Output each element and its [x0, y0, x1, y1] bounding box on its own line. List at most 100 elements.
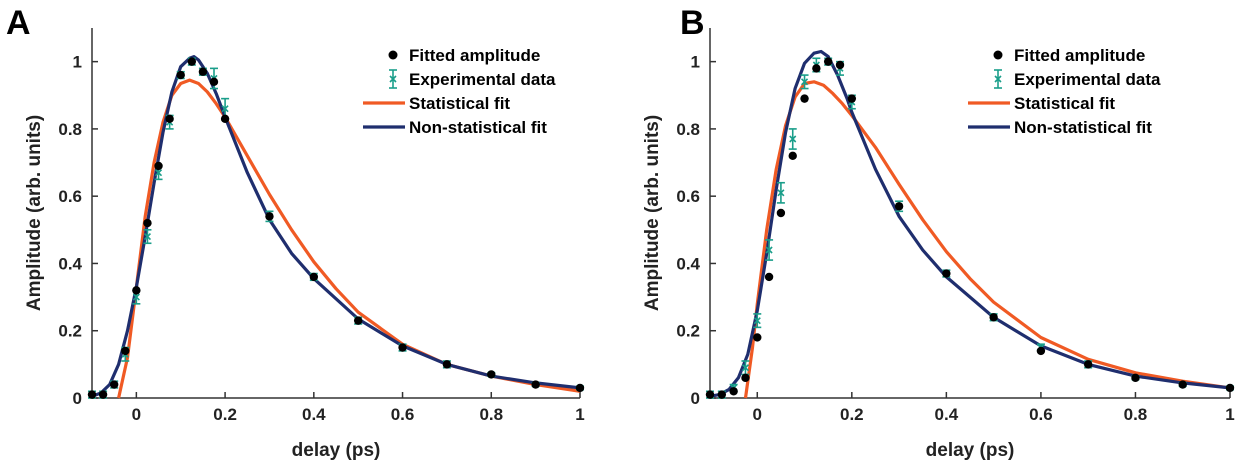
legend-label: Statistical fit — [1014, 94, 1115, 113]
fitted-amplitude-point — [143, 218, 152, 228]
x-tick-label: 0.6 — [1029, 405, 1053, 424]
experimental-data-point — [765, 239, 774, 261]
non-statistical-fit-line — [709, 49, 1231, 398]
fitted-amplitude-point — [1131, 373, 1140, 383]
legend-label: Experimental data — [409, 70, 556, 89]
legend-label: Non-statistical fit — [1014, 118, 1152, 137]
fitted-amplitude-point — [776, 208, 786, 218]
fitted-amplitude-point — [753, 333, 762, 342]
error-marker — [777, 189, 785, 197]
experimental-data-point — [776, 181, 785, 204]
fitted-amplitude-point — [705, 390, 715, 399]
error-marker — [143, 232, 152, 241]
error-marker — [132, 293, 140, 301]
y-tick-label: 1 — [691, 53, 700, 72]
x-tick-label: 0.8 — [1124, 405, 1148, 424]
fitted-amplitude-point — [198, 67, 208, 76]
fitted-amplitude-point — [220, 114, 230, 124]
y-axis-label: Amplitude (arb. units) — [24, 115, 45, 311]
fitted-amplitude-point — [87, 390, 97, 399]
y-tick-label: 0.6 — [676, 187, 700, 206]
fitted-amplitude-point — [187, 57, 197, 66]
x-tick-label: 0.6 — [391, 405, 415, 424]
panel-letter: A — [6, 4, 31, 42]
x-tick-label: 0 — [753, 405, 762, 424]
panel-letter: B — [680, 4, 705, 42]
non-statistical-fit-line — [91, 55, 581, 398]
chart-b: 0 0.2 0.4 0.6 0.8 1 0 0.2 0.4 0.6 0.8 1 delay (ps) Am… — [642, 28, 1235, 461]
legend-label: Experimental data — [1014, 70, 1161, 89]
fitted-amplitude-point — [265, 212, 274, 221]
fitted-amplitude-point — [788, 151, 797, 161]
legend-error-icon-marker — [994, 75, 1002, 83]
legend: Fitted amplitude Experimental data Statist… — [363, 46, 556, 137]
fitted-amplitude-point — [132, 286, 141, 295]
fitted-amplitude-point — [154, 161, 163, 171]
fitted-amplitude-point — [1178, 380, 1187, 389]
legend-label: Statistical fit — [409, 94, 510, 113]
x-tick-label: 0.2 — [840, 405, 864, 424]
fitted-amplitude-point — [109, 380, 119, 389]
y-tick-label: 0.6 — [58, 187, 82, 206]
legend: Fitted amplitude Experimental data Statist… — [968, 46, 1161, 137]
fitted-amplitude-point — [531, 380, 540, 389]
fitted-amplitude-point — [575, 383, 585, 393]
error-marker — [154, 169, 163, 177]
x-tick-label: 1 — [575, 405, 584, 424]
y-tick-label: 0.4 — [58, 254, 82, 273]
error-marker — [789, 135, 797, 143]
fitted-amplitude-point — [1036, 346, 1046, 356]
experimental-data-point — [753, 313, 762, 329]
error-marker — [800, 78, 809, 86]
fitted-amplitude-point — [98, 390, 108, 399]
experimental-data-point — [800, 74, 809, 90]
chart-a: 0 0.2 0.4 0.6 0.8 1 0 0.2 0.4 0.6 0.8 1 delay (ps) Am… — [24, 28, 585, 461]
fitted-amplitude-point — [741, 373, 750, 383]
legend-error-icon-marker — [389, 75, 397, 83]
panel-b: B 0 0.2 0.4 0.6 0.8 1 0 0.2 0.4 0.6 0.8 1 delay (ps)… — [618, 0, 1236, 464]
legend-fitted-amplitude-icon — [388, 50, 398, 60]
error-marker — [765, 246, 773, 254]
error-marker — [221, 105, 229, 113]
fitted-amplitude-point — [823, 57, 833, 66]
x-tick-label: 0.4 — [935, 405, 959, 424]
fitted-amplitude-point — [487, 370, 496, 379]
x-tick-label: 0 — [132, 405, 141, 424]
statistical-fit-line — [743, 80, 1231, 399]
y-tick-label: 0 — [73, 389, 82, 408]
x-axis-label: delay (ps) — [926, 440, 1015, 461]
fitted-amplitude-point — [717, 390, 727, 399]
fitted-amplitude-point — [209, 77, 219, 87]
fitted-amplitude-point — [1225, 383, 1235, 393]
y-tick-label: 0.2 — [58, 322, 82, 341]
y-tick-label: 0.4 — [676, 254, 700, 273]
fitted-amplitude-point — [764, 272, 774, 282]
experimental-data-point — [788, 128, 797, 150]
x-axis-label: delay (ps) — [292, 440, 381, 461]
fitted-amplitude-point — [309, 272, 319, 282]
fitted-amplitude-point — [176, 70, 185, 80]
x-tick-label: 0.8 — [479, 405, 503, 424]
x-tick-label: 0.2 — [213, 405, 237, 424]
y-tick-label: 1 — [73, 53, 82, 72]
x-tick-label: 0.4 — [302, 405, 326, 424]
fitted-amplitude-point — [800, 94, 809, 103]
y-axis-label: Amplitude (arb. units) — [642, 115, 663, 311]
fitted-amplitude-point — [729, 387, 738, 396]
y-tick-label: 0.8 — [58, 120, 82, 139]
error-marker — [741, 364, 750, 372]
legend-fitted-amplitude-icon — [993, 50, 1003, 60]
x-tick-label: 1 — [1225, 405, 1234, 424]
fitted-amplitude-point — [989, 313, 998, 322]
experimental-data-point — [143, 229, 152, 245]
fitted-amplitude-point — [165, 114, 174, 124]
fitted-amplitude-point — [847, 94, 857, 103]
y-tick-label: 0 — [691, 389, 700, 408]
fitted-amplitude-point — [835, 60, 845, 70]
fitted-amplitude-point — [812, 64, 821, 73]
legend-label: Fitted amplitude — [1014, 46, 1145, 65]
error-marker — [753, 317, 761, 325]
y-tick-label: 0.8 — [676, 120, 700, 139]
fitted-amplitude-point — [1083, 360, 1093, 369]
fitted-amplitude-point — [942, 269, 951, 278]
